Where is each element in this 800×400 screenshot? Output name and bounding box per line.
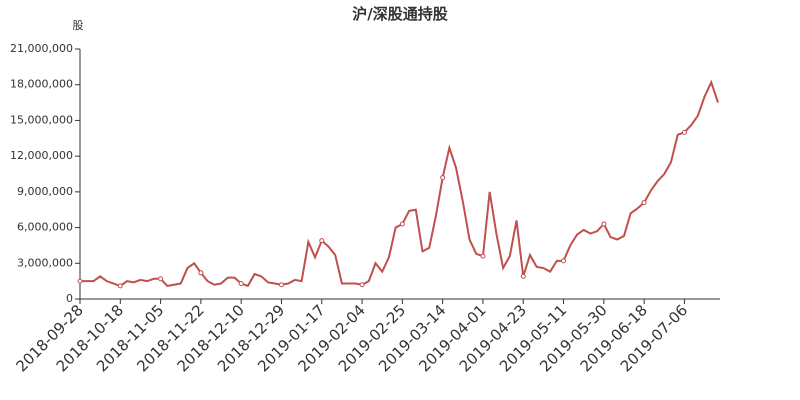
point	[561, 258, 567, 264]
y-tick-label: 9,000,000	[17, 185, 73, 198]
y-tick-label: 15,000,000	[10, 113, 73, 126]
point	[198, 270, 204, 276]
point	[641, 200, 647, 206]
y-tick-label: 6,000,000	[17, 221, 73, 234]
point	[77, 278, 83, 284]
y-tick-label: 21,000,000	[10, 42, 73, 55]
point	[399, 221, 405, 227]
y-axis-unit: 股	[73, 19, 84, 32]
y-tick-label: 12,000,000	[10, 149, 73, 162]
point	[480, 253, 486, 259]
point	[601, 221, 607, 227]
point	[520, 273, 526, 279]
chart-title: 沪/深股通持股	[352, 5, 448, 23]
point	[158, 276, 164, 282]
point	[238, 281, 244, 287]
point	[440, 175, 446, 181]
y-tick-label: 18,000,000	[10, 78, 73, 91]
line	[80, 79, 719, 288]
point	[117, 283, 123, 289]
point	[359, 282, 365, 288]
point	[681, 129, 687, 135]
y-tick-label: 0	[66, 292, 73, 305]
point	[319, 238, 325, 244]
point	[278, 282, 284, 288]
y-tick-label: 3,000,000	[17, 256, 73, 269]
